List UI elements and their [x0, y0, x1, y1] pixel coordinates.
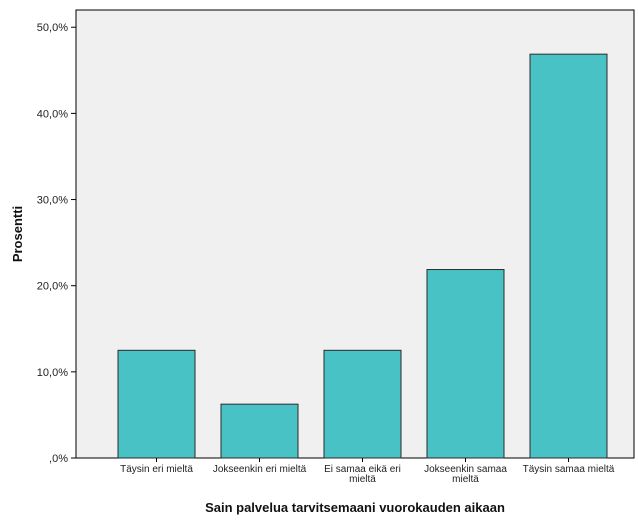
y-tick-label: ,0% — [49, 453, 68, 465]
x-tick-label: Ei samaa eikä eri — [324, 464, 401, 475]
y-axis: ,0% 10,0% 20,0% 30,0% 40,0% 50,0% — [37, 22, 76, 465]
x-tick-label: Jokseenkin eri mieltä — [213, 464, 307, 475]
y-axis-title: Prosentti — [10, 206, 25, 262]
y-tick-label: 10,0% — [37, 367, 68, 379]
bar — [220, 403, 299, 459]
bar — [426, 269, 505, 459]
y-tick-label: 40,0% — [37, 108, 68, 120]
bar — [529, 53, 608, 459]
x-tick-label: Jokseenkin samaa — [424, 464, 507, 475]
bar — [323, 349, 402, 459]
bar — [117, 349, 196, 459]
y-tick-label: 20,0% — [37, 281, 68, 293]
x-tick-label: mieltä — [349, 474, 376, 485]
bars-group — [117, 53, 608, 459]
x-axis-title: Sain palvelua tarvitsemaani vuorokauden … — [205, 500, 505, 515]
x-tick-label: Täysin eri mieltä — [120, 464, 193, 475]
x-axis: Täysin eri mieltä Jokseenkin eri mieltä Ei… — [120, 458, 615, 485]
x-tick-label: mieltä — [452, 474, 479, 485]
y-tick-label: 50,0% — [37, 22, 68, 34]
x-tick-label: Täysin samaa mieltä — [523, 464, 615, 475]
y-tick-label: 30,0% — [37, 195, 68, 207]
